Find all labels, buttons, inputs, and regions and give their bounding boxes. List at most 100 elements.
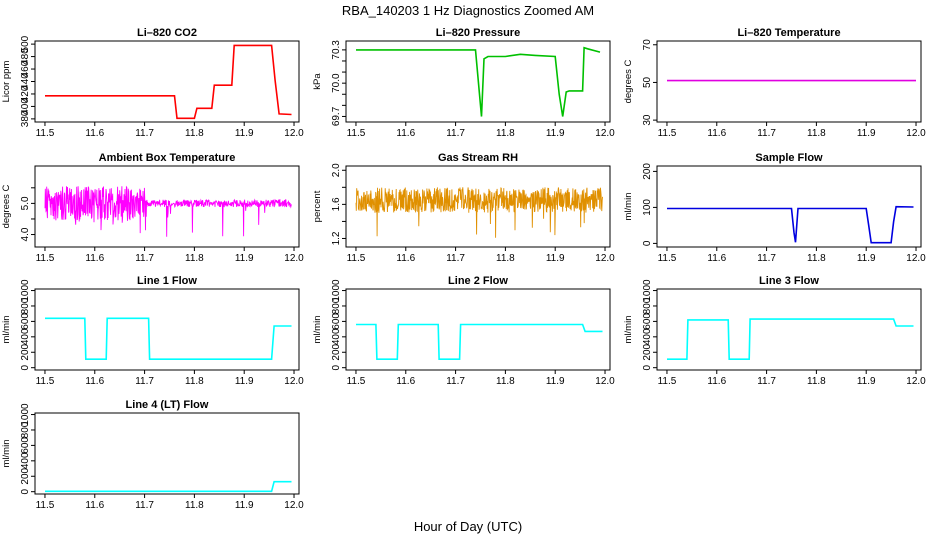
x-tick-label: 11.9 bbox=[546, 253, 565, 264]
x-tick-label: 11.6 bbox=[85, 253, 104, 264]
y-axis-label: ml/min bbox=[1, 316, 12, 344]
x-tick-label: 12.0 bbox=[595, 376, 615, 387]
x-tick-label: 11.6 bbox=[396, 253, 415, 264]
y-tick-label: 0 bbox=[642, 364, 653, 370]
x-tick-label: 11.6 bbox=[707, 128, 726, 139]
x-tick-label: 11.7 bbox=[446, 253, 465, 264]
y-axis-label: kPa bbox=[312, 73, 323, 90]
y-tick-label: 400 bbox=[642, 328, 653, 345]
x-tick-label: 11.7 bbox=[135, 376, 154, 387]
y-axis-label: ml/min bbox=[312, 316, 323, 344]
x-tick-label: 12.0 bbox=[595, 128, 615, 139]
x-tick-label: 11.5 bbox=[347, 253, 366, 264]
x-tick-label: 11.5 bbox=[36, 500, 55, 511]
y-tick-label: 400 bbox=[20, 98, 31, 115]
panel-8: Line 2 Flow 11.5 11.6 11.7 11.8 11.9 12.0 0 2004… bbox=[312, 275, 615, 387]
series-line bbox=[355, 187, 603, 238]
x-tick-label: 12.0 bbox=[284, 500, 304, 511]
y-tick-label: 400 bbox=[20, 328, 31, 345]
x-tick-label: 11.9 bbox=[546, 376, 565, 387]
y-tick-label: 1.6 bbox=[331, 197, 342, 211]
y-axis-label: degrees C bbox=[623, 59, 634, 103]
series-line bbox=[667, 205, 914, 244]
y-tick-label: 2.0 bbox=[331, 163, 342, 177]
x-tick-label: 12.0 bbox=[595, 253, 615, 264]
x-tick-label: 11.5 bbox=[36, 376, 55, 387]
y-tick-label: 200 bbox=[331, 343, 342, 360]
y-tick-label: 400 bbox=[331, 328, 342, 345]
y-tick-label: 70 bbox=[642, 39, 653, 51]
y-axis-label: ml/min bbox=[623, 193, 634, 221]
y-tick-label: 200 bbox=[642, 163, 653, 180]
plot-frame bbox=[656, 40, 922, 123]
y-tick-label: 460 bbox=[20, 60, 31, 77]
x-tick-label: 12.0 bbox=[906, 253, 926, 264]
x-tick-label: 11.8 bbox=[185, 253, 204, 264]
x-tick-label: 11.8 bbox=[496, 128, 515, 139]
panel-title: Line 2 Flow bbox=[448, 275, 508, 287]
x-tick-label: 11.5 bbox=[658, 253, 677, 264]
panel-title: Sample Flow bbox=[755, 152, 823, 164]
y-axis-label: ml/min bbox=[623, 316, 634, 344]
y-tick-label: 200 bbox=[20, 467, 31, 484]
x-tick-label: 11.7 bbox=[757, 253, 776, 264]
series-line bbox=[667, 318, 914, 360]
x-tick-label: 11.9 bbox=[235, 376, 254, 387]
x-tick-label: 11.6 bbox=[85, 128, 104, 139]
plot-frame bbox=[34, 40, 300, 123]
plot-frame bbox=[34, 165, 300, 248]
y-tick-label: 1000 bbox=[20, 403, 31, 426]
x-tick-label: 11.9 bbox=[857, 376, 876, 387]
y-tick-label: 0 bbox=[20, 364, 31, 370]
panel-title: Li–820 CO2 bbox=[137, 27, 197, 39]
x-tick-label: 12.0 bbox=[284, 128, 304, 139]
y-tick-label: 380 bbox=[20, 110, 31, 127]
x-tick-label: 12.0 bbox=[284, 253, 304, 264]
y-tick-label: 800 bbox=[642, 297, 653, 314]
x-tick-label: 11.9 bbox=[235, 128, 254, 139]
x-tick-label: 11.5 bbox=[658, 128, 677, 139]
y-tick-label: 50 bbox=[642, 76, 653, 88]
panel-2: Li–820 Pressure 11.5 11.6 11.7 11.8 11.9 12.0 6… bbox=[312, 27, 615, 139]
x-tick-label: 11.9 bbox=[546, 128, 565, 139]
y-tick-label: 69.7 bbox=[331, 106, 342, 126]
plot-frame bbox=[34, 288, 300, 371]
x-tick-label: 11.8 bbox=[185, 500, 204, 511]
y-tick-label: 480 bbox=[20, 48, 31, 65]
y-tick-label: 0 bbox=[20, 488, 31, 494]
y-tick-label: 1000 bbox=[20, 279, 31, 302]
panel-1: Li–820 CO2 11.5 11.6 11.7 11.8 11.9 12.0 380400… bbox=[1, 27, 304, 139]
y-tick-label: 1000 bbox=[331, 279, 342, 302]
x-tick-label: 11.8 bbox=[185, 128, 204, 139]
series-line bbox=[45, 480, 292, 493]
x-tick-label: 11.8 bbox=[496, 253, 515, 264]
x-tick-label: 11.7 bbox=[135, 253, 154, 264]
x-tick-label: 11.6 bbox=[396, 376, 415, 387]
x-tick-label: 11.6 bbox=[707, 253, 726, 264]
y-tick-label: 800 bbox=[20, 297, 31, 314]
y-axis-label: percent bbox=[312, 190, 323, 222]
x-tick-label: 11.6 bbox=[707, 376, 726, 387]
x-tick-label: 12.0 bbox=[284, 376, 304, 387]
y-tick-label: 200 bbox=[642, 343, 653, 360]
x-tick-label: 11.7 bbox=[446, 128, 465, 139]
y-tick-label: 100 bbox=[642, 199, 653, 216]
y-tick-label: 500 bbox=[20, 35, 31, 52]
x-tick-label: 11.6 bbox=[396, 128, 415, 139]
panel-title: Line 3 Flow bbox=[759, 275, 819, 287]
panel-title: Line 1 Flow bbox=[137, 275, 197, 287]
x-tick-label: 11.8 bbox=[185, 376, 204, 387]
panel-title: Li–820 Temperature bbox=[737, 27, 840, 39]
panel-4: Ambient Box Temperature 11.5 11.6 11.7 11.8 1… bbox=[1, 152, 304, 264]
y-tick-label: 70.3 bbox=[331, 40, 342, 60]
y-tick-label: 600 bbox=[642, 313, 653, 330]
x-tick-label: 11.6 bbox=[85, 500, 104, 511]
y-tick-label: 440 bbox=[20, 73, 31, 90]
x-tick-label: 11.7 bbox=[757, 376, 776, 387]
y-tick-label: 800 bbox=[331, 297, 342, 314]
plot-frame bbox=[656, 165, 922, 248]
y-tick-label: 200 bbox=[20, 343, 31, 360]
y-tick-label: 800 bbox=[20, 421, 31, 438]
panel-title: Gas Stream RH bbox=[438, 152, 518, 164]
